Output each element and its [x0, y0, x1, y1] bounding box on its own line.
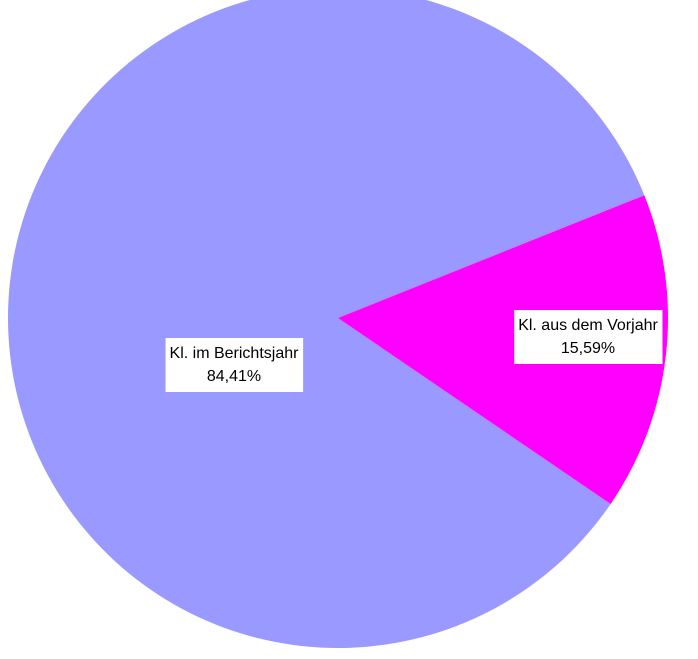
label-name: Kl. aus dem Vorjahr	[518, 317, 658, 334]
pie-slice	[8, 0, 645, 648]
label-value: 84,41%	[207, 368, 261, 385]
label-value: 15,59%	[561, 340, 615, 357]
label-box	[514, 310, 663, 364]
data-label: Kl. aus dem Vorjahr 15,59%	[514, 310, 663, 364]
label-name: Kl. im Berichtsjahr	[170, 345, 300, 362]
pie-slice	[338, 195, 668, 504]
data-label: Kl. im Berichtsjahr 84,41%	[165, 338, 304, 392]
label-box	[165, 338, 304, 392]
